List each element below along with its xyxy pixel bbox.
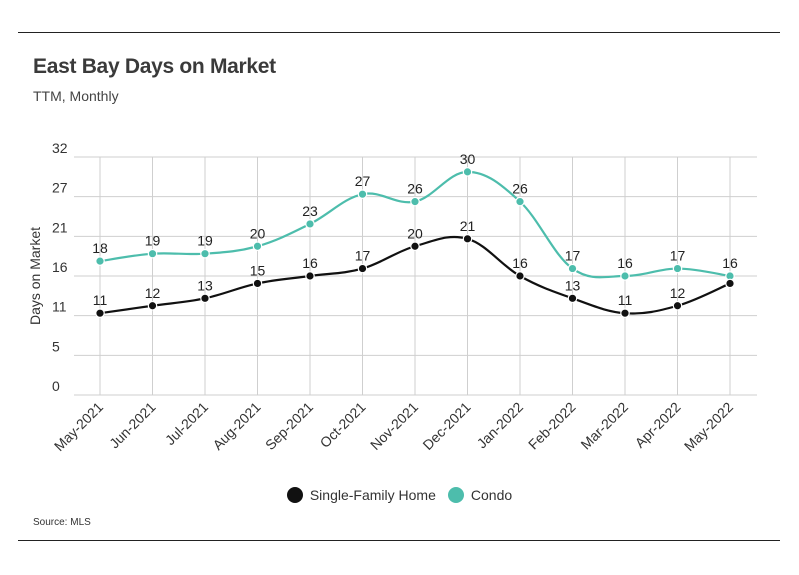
y-tick-label: 21 (52, 219, 68, 235)
x-tick-label: Mar-2022 (577, 399, 631, 453)
data-point-condo (462, 167, 473, 177)
y-tick-label: 32 (52, 140, 68, 156)
legend-label-condo: Condo (470, 487, 513, 503)
data-label-condo: 30 (460, 151, 476, 167)
data-point-single-family (567, 293, 578, 304)
data-point-condo (410, 196, 420, 207)
data-point-single-family (515, 271, 525, 281)
x-tick-label: Dec-2021 (419, 399, 473, 453)
data-label-single-family: 11 (93, 292, 108, 308)
data-point-single-family (672, 300, 683, 311)
data-label-single-family: 13 (197, 277, 213, 293)
data-point-condo (357, 189, 368, 199)
chart-subtitle: TTM, Monthly (33, 88, 119, 104)
legend-item-single-family: Single-Family Home (286, 487, 436, 503)
x-tick-label: Apr-2022 (632, 399, 684, 451)
data-label-condo: 17 (565, 248, 581, 264)
data-label-single-family: 16 (302, 255, 318, 271)
data-point-condo (95, 256, 105, 266)
data-point-condo (305, 219, 315, 229)
top-rule (18, 32, 780, 33)
data-label-condo: 19 (145, 233, 161, 249)
bottom-rule (18, 540, 780, 541)
data-label-condo: 26 (407, 181, 423, 197)
y-axis-title: Days on Market (27, 227, 43, 325)
data-label-single-family: 21 (460, 218, 476, 234)
data-point-condo (515, 196, 525, 207)
y-tick-label: 27 (52, 180, 68, 196)
legend-label-single-family: Single-Family Home (309, 487, 436, 503)
data-label-condo: 23 (302, 203, 318, 219)
data-label-condo: 16 (617, 255, 633, 271)
data-point-single-family (725, 278, 735, 289)
data-point-single-family (357, 263, 368, 274)
x-tick-label: Jan-2022 (474, 399, 527, 452)
x-tick-label: Oct-2021 (317, 399, 369, 451)
y-tick-label: 11 (52, 299, 67, 315)
chart-title: East Bay Days on Market (33, 55, 276, 78)
x-tick-label: May-2022 (681, 399, 736, 454)
data-label-single-family: 16 (512, 255, 528, 271)
data-point-condo (200, 248, 210, 259)
data-label-single-family: 12 (145, 285, 161, 301)
x-tick-label: Jun-2021 (106, 399, 159, 452)
data-label-single-family: 11 (618, 292, 633, 308)
legend-swatch-single-family (286, 487, 303, 503)
data-label-condo: 16 (722, 255, 738, 271)
data-label-condo: 26 (512, 181, 528, 197)
data-point-single-family (252, 278, 263, 289)
x-tick-label: Aug-2021 (209, 399, 263, 453)
legend: Single-Family Home Condo (0, 487, 799, 503)
data-label-single-family: 15 (250, 262, 266, 278)
data-label-condo: 18 (92, 240, 108, 256)
y-tick-label: 16 (52, 259, 68, 275)
legend-swatch-condo (447, 487, 464, 503)
x-tick-label: Sep-2021 (262, 399, 316, 453)
x-tick-label: May-2021 (51, 399, 106, 454)
x-tick-label: Feb-2022 (525, 399, 579, 453)
data-label-single-family: 12 (670, 285, 686, 301)
x-tick-label: Jul-2021 (162, 399, 211, 448)
data-point-condo (252, 241, 263, 252)
data-point-condo (672, 263, 683, 274)
y-tick-label: 0 (52, 378, 60, 394)
data-point-single-family (95, 308, 105, 318)
data-point-condo (567, 263, 578, 274)
x-tick-label: Nov-2021 (367, 399, 421, 453)
legend-item-condo: Condo (447, 487, 513, 503)
data-point-condo (147, 248, 158, 259)
data-label-condo: 27 (355, 173, 371, 189)
data-label-single-family: 13 (565, 277, 581, 293)
data-label-single-family: 17 (355, 248, 371, 264)
data-point-single-family (305, 271, 315, 281)
data-point-single-family (620, 308, 630, 318)
data-point-single-family (147, 300, 158, 311)
data-point-single-family (200, 293, 210, 304)
data-label-single-family: 20 (407, 225, 423, 241)
source-note: Source: MLS (33, 517, 91, 528)
data-label-condo: 17 (670, 248, 686, 264)
data-point-condo (620, 271, 630, 281)
data-label-condo: 19 (197, 233, 213, 249)
data-point-single-family (410, 241, 420, 252)
data-label-condo: 20 (250, 225, 266, 241)
y-tick-label: 5 (52, 338, 60, 354)
data-point-single-family (462, 234, 473, 244)
